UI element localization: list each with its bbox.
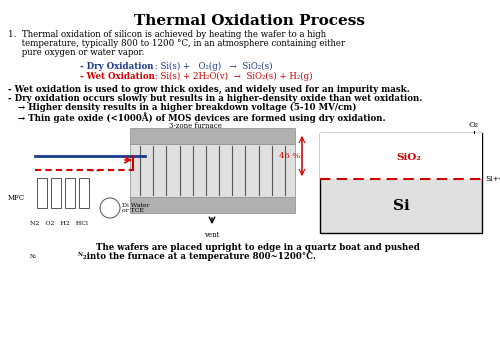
Text: : Si(s) + 2H₂O(v)  →  SiO₂(s) + H₂(g): : Si(s) + 2H₂O(v) → SiO₂(s) + H₂(g) xyxy=(152,72,312,81)
Circle shape xyxy=(100,198,120,218)
Text: - Dry Oxidation: - Dry Oxidation xyxy=(80,62,154,71)
Text: vent: vent xyxy=(204,231,220,239)
Bar xyxy=(130,128,295,144)
Text: N₂: N₂ xyxy=(30,254,37,259)
Text: temperature, typically 800 to 1200 °C, in an atmosphere containing either: temperature, typically 800 to 1200 °C, i… xyxy=(8,39,345,48)
Text: SiO₂: SiO₂ xyxy=(396,154,421,162)
Text: : Si(s) +   O₂(g)   →  SiO₂(s): : Si(s) + O₂(g) → SiO₂(s) xyxy=(152,62,272,71)
Bar xyxy=(79,178,89,208)
Text: O₂: O₂ xyxy=(469,121,479,129)
Text: pure oxygen or water vapor.: pure oxygen or water vapor. xyxy=(8,48,144,57)
Text: The wafers are placed upright to edge in a quartz boat and pushed: The wafers are placed upright to edge in… xyxy=(78,243,420,252)
Bar xyxy=(51,178,61,208)
Text: Si: Si xyxy=(392,199,409,213)
Text: Thermal Oxidation Process: Thermal Oxidation Process xyxy=(134,14,366,28)
Text: ᴺ₂into the furnace at a temperature 800~1200°C.: ᴺ₂into the furnace at a temperature 800~… xyxy=(78,252,316,261)
Text: - Wet Oxidation: - Wet Oxidation xyxy=(80,72,155,81)
Text: Di Water
or TCE: Di Water or TCE xyxy=(122,202,150,213)
Bar xyxy=(320,133,482,179)
Text: 3-zone furnace: 3-zone furnace xyxy=(168,122,222,130)
Text: 1.  Thermal oxidation of silicon is achieved by heating the wafer to a high: 1. Thermal oxidation of silicon is achie… xyxy=(8,30,326,39)
Text: - Wet oxidation is used to grow thick oxides, and widely used for an impurity ma: - Wet oxidation is used to grow thick ox… xyxy=(8,85,410,94)
Text: - Dry oxidation occurs slowly but results in a higher-density oxide than wet oxi: - Dry oxidation occurs slowly but result… xyxy=(8,94,422,103)
Text: N2   O2   H2   HCl: N2 O2 H2 HCl xyxy=(30,221,88,226)
Bar xyxy=(320,133,482,233)
Bar xyxy=(37,178,47,208)
Bar xyxy=(130,197,295,213)
Text: 46 %: 46 % xyxy=(278,152,300,160)
Text: Si+O₂: Si+O₂ xyxy=(485,175,500,183)
Text: MFC: MFC xyxy=(8,194,25,202)
Text: → Thin gate oxide (<1000Å) of MOS devices are formed using dry oxidation.: → Thin gate oxide (<1000Å) of MOS device… xyxy=(18,112,386,123)
Text: → Higher density results in a higher breakdown voltage (5-10 MV/cm): → Higher density results in a higher bre… xyxy=(18,103,356,112)
Bar xyxy=(130,144,295,197)
Bar xyxy=(65,178,75,208)
